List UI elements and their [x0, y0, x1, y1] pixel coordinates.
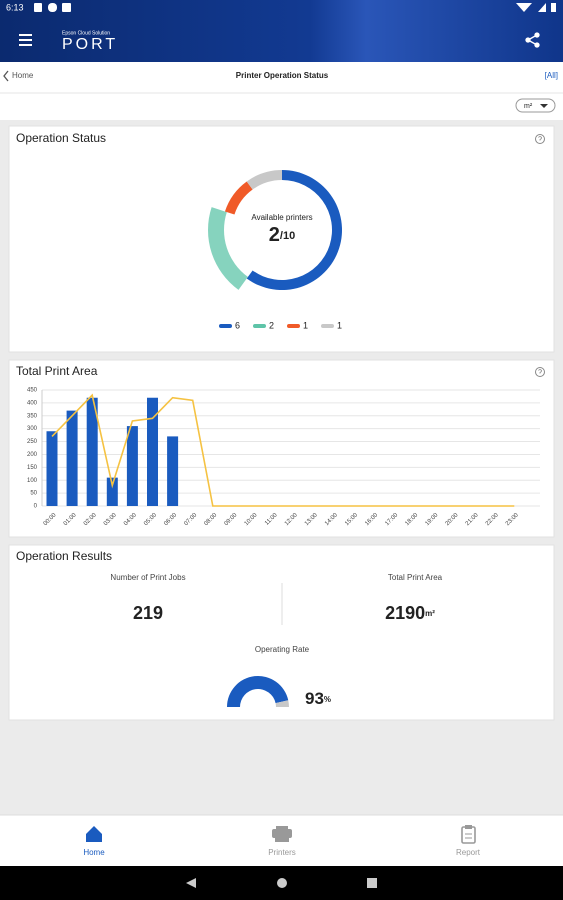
- y-tick-label: 200: [27, 452, 38, 458]
- toolbar: [0, 92, 563, 120]
- donut-segment: [246, 170, 343, 291]
- y-tick-label: 150: [27, 465, 38, 471]
- nav-printers[interactable]: Printers: [268, 826, 296, 857]
- metric-label: Total Print Area: [388, 573, 443, 582]
- y-tick-label: 50: [30, 491, 37, 497]
- printer-icon: [272, 826, 292, 842]
- metric-label: Operating Rate: [255, 645, 310, 654]
- rate-value: 93%: [305, 689, 331, 708]
- y-tick-label: 0: [34, 504, 38, 510]
- help-button[interactable]: [535, 367, 545, 377]
- dropdown-label: m²: [524, 103, 533, 110]
- nav-label: Home: [83, 848, 105, 857]
- total-count: /10: [280, 230, 295, 242]
- operating-rate-value: 93: [305, 689, 324, 708]
- donut-center-value: 2/10: [269, 224, 295, 246]
- system-back[interactable]: [186, 878, 196, 888]
- system-recents[interactable]: [367, 878, 377, 888]
- donut-chart: [208, 170, 343, 291]
- nav-home[interactable]: Home: [83, 826, 105, 857]
- card-title: Total Print Area: [16, 364, 98, 378]
- legend: 6 2 1 1: [219, 320, 342, 330]
- operating-rate-unit: %: [324, 695, 331, 704]
- app-header: [0, 0, 563, 62]
- card-title: Operation Status: [16, 131, 106, 145]
- y-tick-label: 250: [27, 439, 38, 445]
- filter-button[interactable]: [All]: [545, 71, 558, 80]
- share-button[interactable]: [525, 32, 540, 48]
- help-button[interactable]: [535, 134, 545, 144]
- bar: [86, 397, 98, 506]
- print-area-unit: m²: [425, 609, 435, 618]
- dropdown-pill: [515, 98, 556, 113]
- bar: [147, 397, 158, 506]
- nav-label: Printers: [268, 848, 296, 857]
- gauge-track: [275, 700, 289, 707]
- report-icon: [461, 825, 476, 844]
- status-time: 6:13: [6, 2, 24, 12]
- legend-label: 1: [303, 320, 308, 330]
- header-title: PORT: [62, 36, 118, 53]
- back-label: Home: [12, 71, 34, 80]
- metric-value: 2190m²: [385, 603, 435, 623]
- nav-report[interactable]: Report: [456, 825, 481, 857]
- donut-center-label: Available printers: [251, 213, 312, 222]
- operation-status-card: [8, 125, 555, 353]
- bar: [126, 426, 138, 506]
- nav-bar: [0, 62, 563, 92]
- bar: [106, 477, 118, 506]
- donut-segment: [224, 181, 253, 215]
- unit-dropdown[interactable]: m²: [515, 98, 556, 113]
- home-icon: [86, 826, 102, 842]
- system-home[interactable]: [277, 878, 287, 888]
- legend-label: 2: [269, 320, 274, 330]
- back-chevron: [3, 70, 9, 82]
- available-count: 2: [269, 224, 280, 246]
- print-area-value: 2190: [385, 603, 425, 623]
- legend-label: 1: [337, 320, 342, 330]
- dropdown-caret: [540, 104, 548, 108]
- gauge-value: [227, 675, 289, 707]
- nav-label: Report: [456, 848, 481, 857]
- menu-button[interactable]: [19, 34, 32, 46]
- gauge: [227, 675, 289, 707]
- y-tick-label: 350: [27, 413, 38, 419]
- header-subtitle: Epson Cloud Solution: [62, 30, 110, 36]
- bar: [46, 431, 58, 506]
- donut-segment: [208, 207, 248, 290]
- bar: [66, 410, 78, 506]
- status-icons: [34, 3, 556, 12]
- back-button[interactable]: Home: [3, 70, 34, 82]
- nav-title: Printer Operation Status: [236, 71, 329, 80]
- metric-value: 219: [133, 603, 163, 623]
- donut-segment: [246, 170, 282, 190]
- legend-label: 6: [235, 320, 240, 330]
- card-title: Operation Results: [16, 549, 112, 563]
- metric-label: Number of Print Jobs: [110, 573, 185, 582]
- line-series: [51, 393, 515, 507]
- bar: [167, 436, 179, 506]
- y-tick-label: 450: [27, 388, 38, 394]
- y-tick-label: 300: [27, 426, 38, 432]
- y-tick-label: 400: [27, 400, 38, 406]
- y-tick-label: 100: [27, 478, 38, 484]
